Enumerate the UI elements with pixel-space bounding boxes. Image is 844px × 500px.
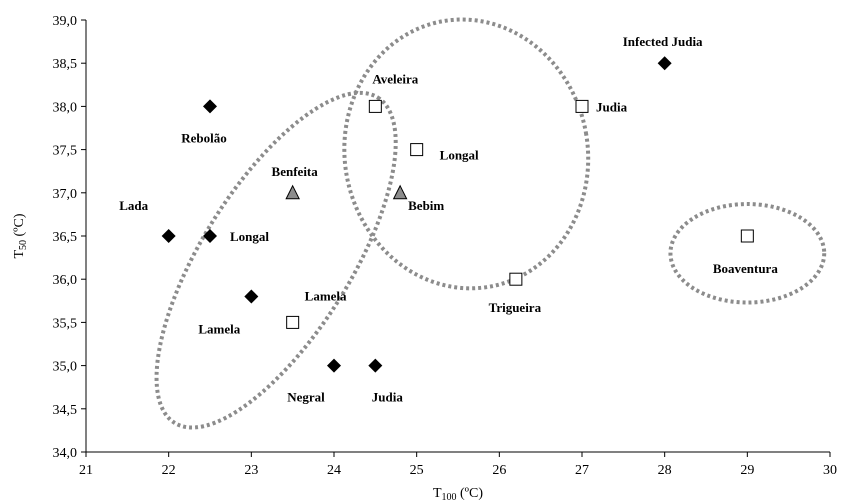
point-square-marker [410, 143, 424, 157]
point-label: Lamela [305, 288, 347, 303]
y-tick-label: 34,0 [53, 446, 78, 461]
point-diamond-marker [657, 56, 672, 71]
x-tick-label: 23 [244, 463, 258, 478]
point-diamond-marker [327, 358, 341, 373]
point-label: Rebolão [181, 130, 227, 145]
point-label: Longal [230, 229, 269, 244]
point-label: Benfeita [272, 164, 319, 179]
group-ellipse-3 [668, 202, 827, 305]
point-label: Judia [596, 99, 628, 114]
group-ellipse-1 [154, 90, 398, 430]
point-label: Infected Judia [623, 34, 703, 49]
x-tick-label: 29 [740, 463, 754, 478]
y-tick-label: 36,0 [53, 273, 78, 288]
point-diamond-marker [161, 229, 176, 243]
y-tick-label: 37,5 [53, 144, 78, 159]
point-label: Bebim [408, 198, 444, 213]
y-tick-label: 36,5 [53, 230, 78, 245]
point-square-marker [286, 315, 300, 329]
x-axis-title: T100 (ºC) [433, 486, 483, 500]
point-square-marker [509, 272, 523, 286]
point-label: Boaventura [713, 261, 779, 276]
y-tick-label: 34,5 [53, 403, 78, 418]
y-tick-label: 37,0 [53, 187, 78, 202]
point-label: Trigueira [489, 300, 542, 315]
y-tick-label: 38,0 [53, 100, 78, 115]
group-ellipse-2 [342, 17, 591, 291]
x-tick-label: 21 [79, 463, 93, 478]
point-label: Lamela [198, 321, 240, 336]
point-diamond-marker [368, 358, 383, 373]
point-label: Longal [440, 148, 479, 163]
y-tick-label: 35,0 [53, 360, 78, 375]
group-ellipses [154, 17, 827, 430]
data-labels: Rebolão Lada Longal Lamela Negral Judia Infect… [119, 34, 778, 404]
x-tick-label: 28 [658, 463, 672, 478]
x-tick-label: 26 [492, 463, 506, 478]
point-square-marker [575, 99, 589, 113]
point-diamond-marker [203, 229, 217, 243]
y-axis-title: T50 (ºC) [12, 213, 29, 258]
point-label: Negral [287, 390, 325, 405]
point-square-marker [368, 99, 382, 113]
point-square-marker [740, 229, 754, 243]
y-tick-label: 39,0 [53, 14, 78, 29]
point-diamond-marker [244, 289, 259, 304]
y-tick-label: 38,5 [53, 57, 78, 72]
x-axis-ticks: 21 22 23 24 25 26 27 28 29 30 [79, 452, 837, 478]
y-tick-label: 35,5 [53, 316, 78, 331]
point-triangle-marker [392, 184, 408, 200]
x-tick-label: 25 [410, 463, 424, 478]
point-label: Lada [119, 198, 148, 213]
x-tick-label: 22 [162, 463, 176, 478]
x-tick-label: 24 [327, 463, 341, 478]
data-points [161, 56, 754, 373]
point-label: Judia [372, 390, 404, 405]
point-diamond-marker [203, 99, 217, 114]
point-label: Aveleira [372, 71, 418, 86]
point-triangle-marker [285, 184, 300, 200]
x-tick-label: 27 [575, 463, 589, 478]
y-axis-ticks: 34,0 34,5 35,0 35,5 36,0 36,5 37,0 37,5 38,0 38,5… [53, 14, 86, 461]
x-tick-label: 30 [823, 463, 837, 478]
